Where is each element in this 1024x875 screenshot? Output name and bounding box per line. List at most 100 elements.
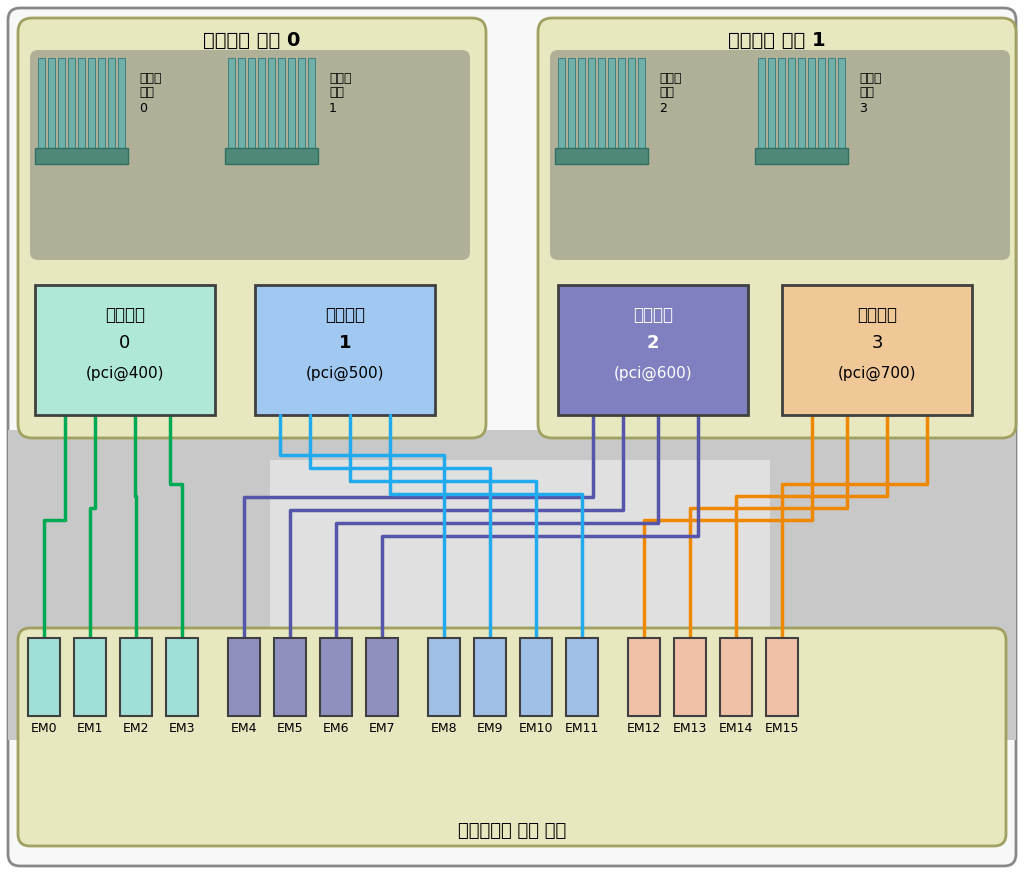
Bar: [255, 285, 435, 415]
Bar: [274, 638, 306, 716]
FancyBboxPatch shape: [538, 18, 1016, 438]
Bar: [48, 58, 55, 148]
Text: 익스프레스 모듈 슬롯: 익스프레스 모듈 슬롯: [458, 822, 566, 840]
Bar: [88, 58, 95, 148]
Text: EM5: EM5: [276, 723, 303, 736]
Bar: [298, 58, 305, 148]
Bar: [798, 58, 805, 148]
Bar: [308, 58, 315, 148]
Text: EM2: EM2: [123, 723, 150, 736]
Bar: [74, 638, 106, 716]
FancyBboxPatch shape: [18, 628, 1006, 846]
Bar: [628, 58, 635, 148]
Text: (pci@700): (pci@700): [838, 366, 916, 381]
Text: EM3: EM3: [169, 723, 196, 736]
Bar: [35, 148, 128, 164]
Bar: [228, 638, 260, 716]
Bar: [778, 58, 785, 148]
Bar: [755, 148, 848, 164]
FancyBboxPatch shape: [30, 50, 470, 260]
Bar: [228, 58, 234, 148]
Bar: [568, 58, 575, 148]
Bar: [35, 285, 215, 415]
Bar: [766, 638, 798, 716]
Bar: [98, 58, 105, 148]
Bar: [566, 638, 598, 716]
Text: EM9: EM9: [477, 723, 503, 736]
Text: EM11: EM11: [565, 723, 599, 736]
Text: EM6: EM6: [323, 723, 349, 736]
Text: 프로세서: 프로세서: [633, 306, 673, 324]
Bar: [788, 58, 795, 148]
Bar: [166, 638, 198, 716]
Text: 메모리
그룹
1: 메모리 그룹 1: [329, 72, 351, 115]
Bar: [608, 58, 615, 148]
Bar: [238, 58, 245, 148]
Text: 3: 3: [871, 334, 883, 352]
Text: (pci@400): (pci@400): [86, 366, 164, 381]
Bar: [520, 638, 552, 716]
Text: EM1: EM1: [77, 723, 103, 736]
Text: EM12: EM12: [627, 723, 662, 736]
Bar: [270, 460, 770, 640]
Bar: [78, 58, 85, 148]
Bar: [268, 58, 275, 148]
Bar: [319, 638, 352, 716]
Text: 2: 2: [647, 334, 659, 352]
Bar: [118, 58, 125, 148]
Text: EM8: EM8: [431, 723, 458, 736]
Bar: [768, 58, 775, 148]
Bar: [225, 148, 318, 164]
Bar: [578, 58, 585, 148]
Bar: [108, 58, 115, 148]
Text: 메모리
그룹
2: 메모리 그룹 2: [659, 72, 682, 115]
Bar: [120, 638, 152, 716]
Bar: [782, 285, 972, 415]
Bar: [248, 58, 255, 148]
Bar: [638, 58, 645, 148]
Bar: [68, 58, 75, 148]
Text: EM7: EM7: [369, 723, 395, 736]
Bar: [808, 58, 815, 148]
Text: 프로세서: 프로세서: [325, 306, 365, 324]
Bar: [758, 58, 765, 148]
Bar: [58, 58, 65, 148]
Bar: [818, 58, 825, 148]
Text: 메모리
그룹
0: 메모리 그룹 0: [139, 72, 162, 115]
Text: EM15: EM15: [765, 723, 800, 736]
Text: EM14: EM14: [719, 723, 754, 736]
Bar: [38, 58, 45, 148]
FancyBboxPatch shape: [8, 8, 1016, 866]
Bar: [618, 58, 625, 148]
Text: EM10: EM10: [519, 723, 553, 736]
Bar: [8, 430, 1016, 740]
Text: 프로세서 모듈 0: 프로세서 모듈 0: [204, 31, 301, 50]
Bar: [828, 58, 835, 148]
Bar: [598, 58, 605, 148]
Text: 0: 0: [120, 334, 131, 352]
Bar: [588, 58, 595, 148]
Bar: [288, 58, 295, 148]
Bar: [428, 638, 460, 716]
Text: (pci@500): (pci@500): [306, 366, 384, 381]
Bar: [28, 638, 60, 716]
Bar: [474, 638, 506, 716]
Text: EM0: EM0: [31, 723, 57, 736]
Text: (pci@600): (pci@600): [613, 366, 692, 381]
Bar: [278, 58, 285, 148]
Bar: [258, 58, 265, 148]
Text: 프로세서: 프로세서: [105, 306, 145, 324]
Bar: [838, 58, 845, 148]
Text: EM4: EM4: [230, 723, 257, 736]
Bar: [366, 638, 398, 716]
Bar: [558, 58, 565, 148]
Bar: [720, 638, 752, 716]
Bar: [674, 638, 706, 716]
Text: EM13: EM13: [673, 723, 708, 736]
FancyBboxPatch shape: [550, 50, 1010, 260]
Text: 메모리
그룹
3: 메모리 그룹 3: [859, 72, 882, 115]
FancyBboxPatch shape: [18, 18, 486, 438]
Text: 1: 1: [339, 334, 351, 352]
Text: 프로세서 모듈 1: 프로세서 모듈 1: [728, 31, 825, 50]
Text: 프로세서: 프로세서: [857, 306, 897, 324]
